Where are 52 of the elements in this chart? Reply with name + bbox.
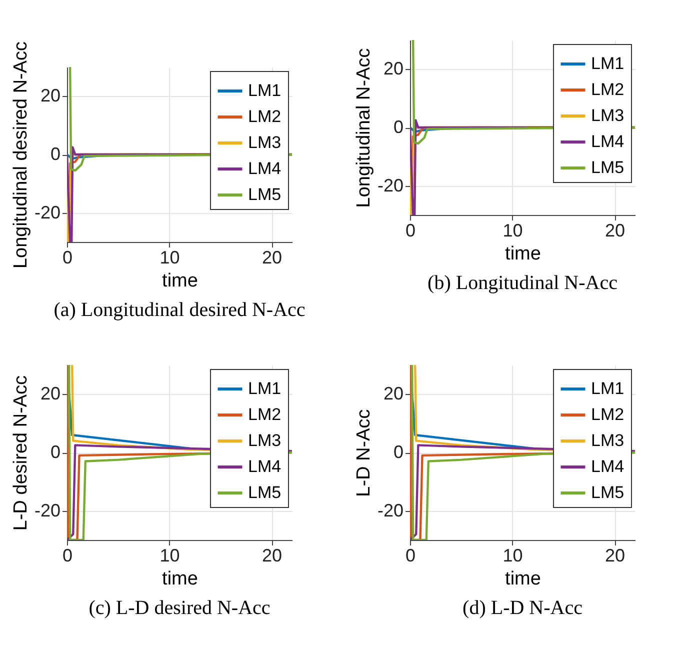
text: (b) Longitudinal N-Acc — [428, 272, 618, 294]
legend-label: LM3 — [591, 431, 624, 450]
y-axis-title: Longitudinal N-Acc — [353, 48, 374, 208]
y-tick-label: 0 — [50, 442, 60, 462]
legend-label: LM2 — [248, 107, 282, 126]
y-tick-label: 20 — [383, 58, 404, 79]
legend-label: LM2 — [591, 80, 624, 99]
x-tick-label: 10 — [502, 546, 523, 566]
y-tick-label: 0 — [50, 144, 60, 164]
y-tick-label: -20 — [377, 500, 404, 520]
x-tick-label: 10 — [502, 220, 523, 240]
y-tick-label: 20 — [40, 384, 60, 404]
x-tick-label: 10 — [160, 248, 180, 268]
x-tick-label: 10 — [160, 546, 180, 566]
legend-label: LM1 — [591, 54, 624, 73]
legend-label: LM5 — [248, 185, 282, 204]
y-tick-label: -20 — [34, 500, 60, 520]
x-tick-label: 20 — [605, 220, 626, 240]
y-axis-title: Longitudinal desired N-Acc — [10, 41, 32, 269]
text: (a) Longitudinal desired N-Acc — [54, 299, 306, 321]
legend-label: LM4 — [248, 159, 282, 178]
y-axis-title: L-D N-Acc — [353, 409, 374, 497]
y-tick-label: 20 — [40, 86, 60, 106]
x-axis-title: time — [162, 568, 198, 590]
x-tick-label: 20 — [605, 546, 626, 566]
y-tick-label: 20 — [383, 384, 404, 404]
x-axis-title: time — [505, 568, 541, 590]
y-tick-label: -20 — [34, 202, 60, 222]
legend-label: LM5 — [248, 483, 282, 502]
legend-label: LM1 — [248, 81, 282, 100]
x-tick-label: 20 — [262, 248, 282, 268]
legend-label: LM5 — [591, 158, 624, 177]
legend-label: LM3 — [248, 431, 282, 450]
legend-label: LM1 — [248, 379, 282, 398]
text: (d) L-D N-Acc — [462, 597, 583, 619]
y-tick-label: 0 — [393, 117, 404, 137]
legend-label: LM1 — [591, 379, 624, 398]
x-tick-label: 20 — [262, 546, 282, 566]
legend-label: LM2 — [248, 405, 282, 424]
legend-label: LM3 — [591, 106, 624, 125]
legend-label: LM4 — [591, 457, 624, 476]
legend-label: LM3 — [248, 133, 282, 152]
legend-label: LM2 — [591, 405, 624, 424]
legend-label: LM4 — [248, 457, 282, 476]
y-axis-title: L-D desired N-Acc — [10, 375, 32, 531]
x-axis-title: time — [505, 244, 541, 264]
text: (c) L-D desired N-Acc — [88, 597, 270, 619]
legend-label: LM4 — [591, 132, 624, 151]
y-tick-label: 0 — [393, 442, 404, 462]
y-tick-label: -20 — [377, 175, 404, 196]
x-axis-title: time — [162, 270, 198, 292]
legend-label: LM5 — [591, 483, 624, 502]
